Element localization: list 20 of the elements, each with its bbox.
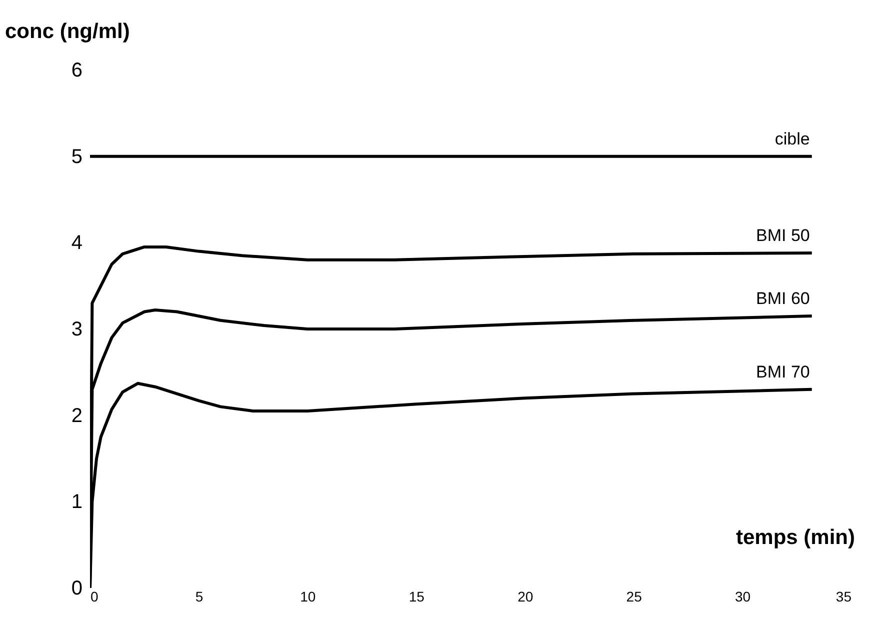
x-axis-title: temps (min) xyxy=(736,526,855,549)
y-tick-label: 2 xyxy=(71,404,82,427)
series-label: BMI 50 xyxy=(756,226,810,246)
x-tick-label: 5 xyxy=(195,588,204,604)
y-tick-label: 5 xyxy=(71,146,82,168)
series-label: BMI 70 xyxy=(756,362,810,382)
y-tick-label: 1 xyxy=(71,491,82,514)
x-tick-label: 10 xyxy=(300,588,316,604)
x-tick-label: 15 xyxy=(408,588,425,604)
x-tick-label: 20 xyxy=(518,588,534,604)
y-tick-label: 4 xyxy=(71,232,82,254)
y-axis-title: conc (ng/ml) xyxy=(5,20,130,43)
series-label: cible xyxy=(774,129,810,148)
x-tick-label: 30 xyxy=(734,588,751,604)
x-tick-label: 35 xyxy=(836,588,852,604)
series-label: BMI 60 xyxy=(756,289,810,308)
y-tick-label: 6 xyxy=(71,60,82,82)
x-tick-label: 25 xyxy=(626,588,642,604)
y-tick-label: 3 xyxy=(71,318,82,340)
x-tick-label: 0 xyxy=(90,588,98,604)
